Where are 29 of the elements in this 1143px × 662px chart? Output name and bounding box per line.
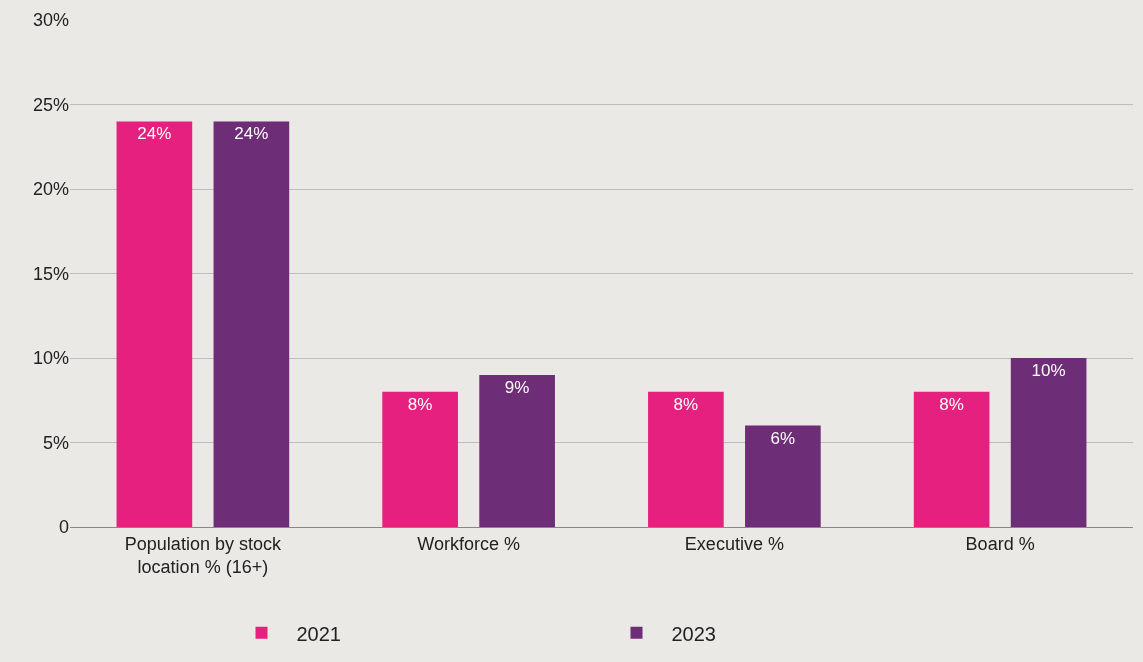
data-label: 24% — [234, 124, 269, 144]
x-tick-label: Workforce % — [417, 533, 520, 554]
data-label: 10% — [1031, 361, 1066, 380]
data-label: 9% — [504, 377, 530, 397]
bar — [648, 391, 724, 527]
bar — [116, 121, 193, 527]
y-tick-label: 20% — [32, 179, 69, 200]
y-tick-label: 30% — [32, 10, 69, 31]
y-tick-label: 5% — [42, 432, 69, 453]
x-tick-label: Population by stock location % (16+) — [124, 533, 282, 577]
y-tick-label: 0 — [58, 517, 69, 538]
y-tick-label: 10% — [32, 348, 69, 369]
data-label: 8% — [939, 394, 964, 414]
bar — [1010, 358, 1087, 527]
bar — [382, 391, 458, 527]
legend-label: 2021 — [296, 622, 341, 645]
data-label: 8% — [673, 394, 699, 414]
data-label: 8% — [407, 394, 433, 414]
x-tick-label: Board % — [965, 533, 1035, 554]
data-label: 24% — [137, 124, 172, 144]
y-tick-label: 25% — [32, 94, 69, 115]
bar — [745, 425, 821, 527]
x-tick-label: Executive % — [684, 533, 784, 554]
y-tick-label: 15% — [32, 263, 69, 284]
bar — [213, 121, 290, 527]
bar — [913, 391, 990, 527]
data-label: 6% — [770, 428, 796, 448]
legend-label: 2023 — [671, 622, 716, 645]
bar — [479, 374, 555, 527]
